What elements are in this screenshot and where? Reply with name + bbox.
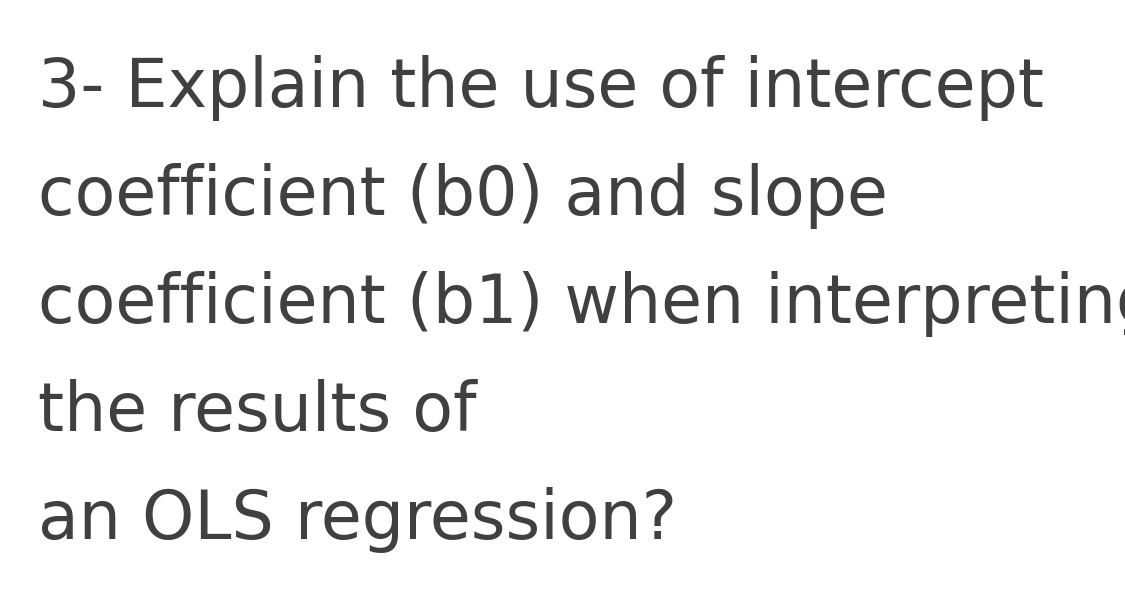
Text: coefficient (b0) and slope: coefficient (b0) and slope xyxy=(38,163,888,229)
Text: the results of: the results of xyxy=(38,379,477,445)
Text: an OLS regression?: an OLS regression? xyxy=(38,487,677,553)
Text: 3- Explain the use of intercept: 3- Explain the use of intercept xyxy=(38,55,1044,121)
Text: coefficient (b1) when interpreting: coefficient (b1) when interpreting xyxy=(38,271,1125,337)
